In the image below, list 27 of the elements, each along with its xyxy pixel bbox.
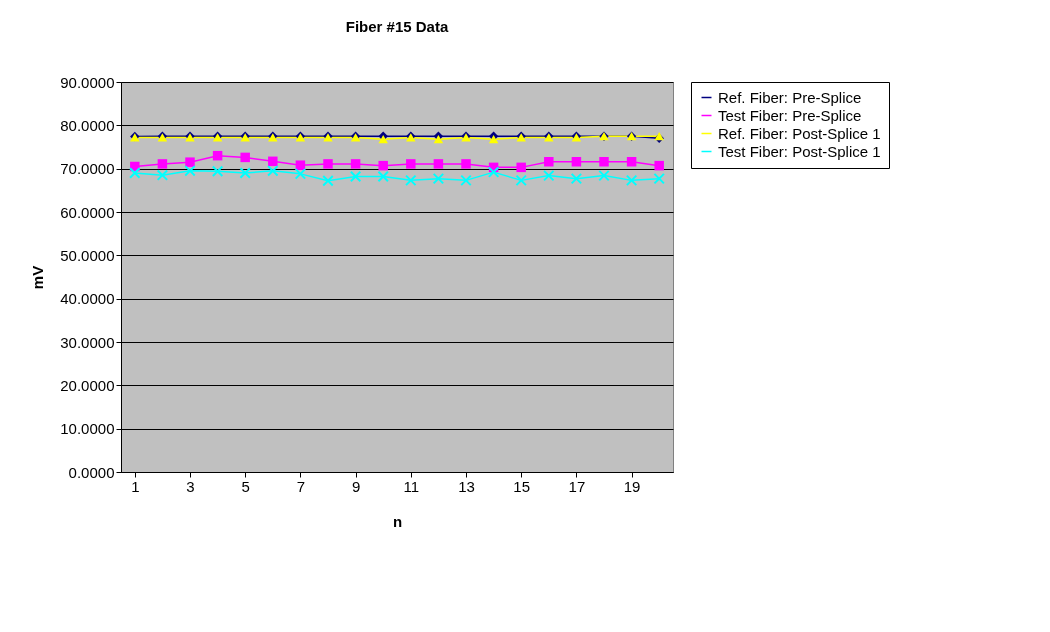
chart-title: Fiber #15 Data xyxy=(345,18,449,35)
y-tick-label: 60.0000 xyxy=(60,203,115,221)
y-tick-label: 10.0000 xyxy=(60,420,115,438)
x-tick-label: 19 xyxy=(623,477,641,495)
y-tick-label: 20.0000 xyxy=(60,376,115,394)
x-tick-label: 15 xyxy=(513,477,531,495)
x-tick-label: 11 xyxy=(403,477,420,495)
y-tick-label: 40.0000 xyxy=(60,290,115,308)
x-axis-title: n xyxy=(392,512,403,530)
legend-label: Ref. Fiber: Pre-Splice xyxy=(718,88,862,106)
x-tick-label: 17 xyxy=(568,477,586,495)
x-tick-label: 1 xyxy=(131,477,140,495)
y-tick-label: 30.0000 xyxy=(60,333,115,351)
x-tick-label: 9 xyxy=(351,477,361,495)
x-tick-label: 3 xyxy=(186,477,195,495)
y-tick-label: 80.0000 xyxy=(60,116,115,134)
x-tick-label: 7 xyxy=(296,477,306,495)
x-tick-label: 13 xyxy=(458,477,475,495)
legend-label: Test Fiber: Pre-Splice xyxy=(718,106,862,124)
legend-label: Test Fiber: Post-Splice 1 xyxy=(718,142,881,160)
y-tick-label: 50.0000 xyxy=(60,246,115,264)
x-tick-label: 5 xyxy=(241,477,250,495)
legend-label: Ref. Fiber: Post-Splice 1 xyxy=(718,124,881,142)
y-tick-label: 90.0000 xyxy=(60,73,115,91)
y-axis-title: mV xyxy=(29,265,47,290)
y-tick-label: 70.0000 xyxy=(60,160,115,178)
y-tick-label: 0.0000 xyxy=(68,463,115,481)
